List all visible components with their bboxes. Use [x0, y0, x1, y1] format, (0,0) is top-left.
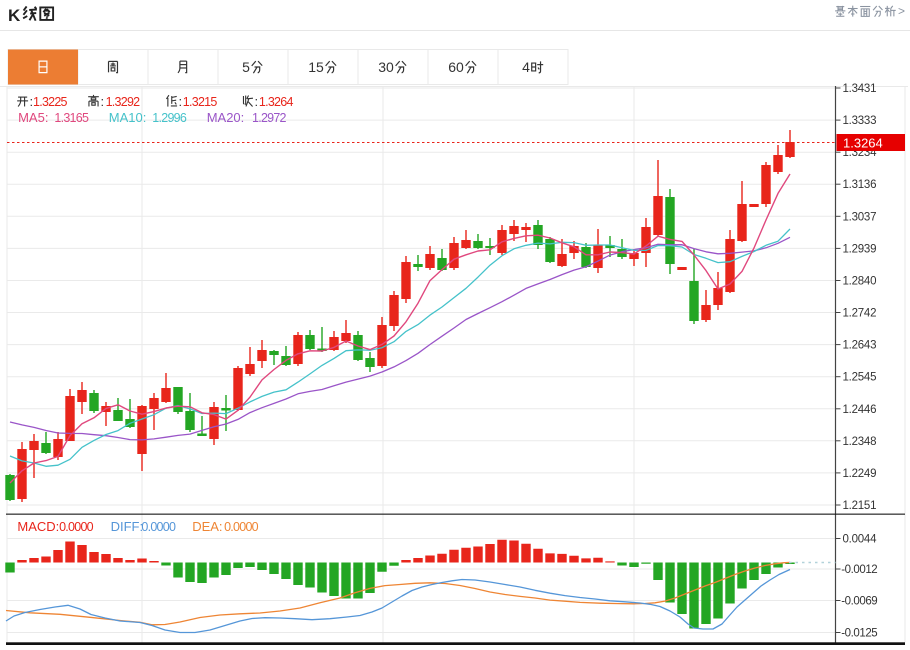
svg-text:1.3264: 1.3264: [843, 136, 883, 151]
svg-text:1.2939: 1.2939: [843, 243, 877, 255]
svg-text:-0.0125: -0.0125: [841, 628, 878, 640]
svg-text:0.0000: 0.0000: [141, 520, 176, 534]
svg-text:1.3333: 1.3333: [843, 115, 877, 127]
svg-text:1.2545: 1.2545: [843, 372, 877, 384]
svg-text:DEA:: DEA:: [192, 519, 222, 534]
svg-text:1.3136: 1.3136: [843, 179, 877, 191]
svg-text:4: 4: [522, 59, 530, 75]
svg-text::: :: [30, 94, 34, 109]
svg-text::: :: [179, 94, 183, 109]
svg-text:MA10:: MA10:: [109, 110, 147, 125]
svg-text:1.2996: 1.2996: [152, 111, 187, 125]
svg-text::: :: [255, 94, 259, 109]
svg-text:0.0000: 0.0000: [59, 520, 94, 534]
svg-text:K: K: [8, 6, 21, 25]
svg-text:1.3292: 1.3292: [106, 95, 141, 109]
svg-text:1.2348: 1.2348: [843, 436, 877, 448]
svg-text:0: 0: [386, 59, 394, 75]
svg-text:0: 0: [456, 59, 464, 75]
svg-text:1.2151: 1.2151: [843, 500, 877, 512]
svg-text:DIFF:: DIFF:: [111, 519, 144, 534]
svg-text:1.3264: 1.3264: [259, 95, 294, 109]
svg-text:1.3215: 1.3215: [183, 95, 218, 109]
svg-text:1.2840: 1.2840: [843, 276, 877, 288]
svg-text:0.0044: 0.0044: [843, 534, 878, 546]
svg-text:5: 5: [242, 59, 250, 75]
svg-text:1.3165: 1.3165: [54, 111, 89, 125]
svg-text::: :: [101, 94, 105, 109]
svg-text:1.3037: 1.3037: [843, 211, 877, 223]
svg-text:1.2643: 1.2643: [843, 340, 877, 352]
svg-text:1.3225: 1.3225: [33, 95, 68, 109]
svg-text:1.3431: 1.3431: [843, 83, 877, 95]
svg-text:MA5:: MA5:: [18, 110, 48, 125]
svg-text:5: 5: [316, 59, 324, 75]
svg-text:-0.0012: -0.0012: [841, 564, 878, 576]
svg-text:MA20:: MA20:: [207, 110, 245, 125]
svg-text:1.2972: 1.2972: [252, 111, 287, 125]
svg-text:3: 3: [378, 59, 386, 75]
svg-text:-0.0069: -0.0069: [841, 596, 878, 608]
svg-text:MACD:: MACD:: [17, 519, 59, 534]
svg-text:1: 1: [308, 59, 316, 75]
svg-text:0.0000: 0.0000: [224, 520, 259, 534]
svg-text:>: >: [898, 4, 905, 18]
svg-text:1.2742: 1.2742: [843, 308, 877, 320]
svg-text:1.2446: 1.2446: [843, 404, 877, 416]
svg-text:6: 6: [448, 59, 456, 75]
svg-text:1.2249: 1.2249: [843, 468, 877, 480]
